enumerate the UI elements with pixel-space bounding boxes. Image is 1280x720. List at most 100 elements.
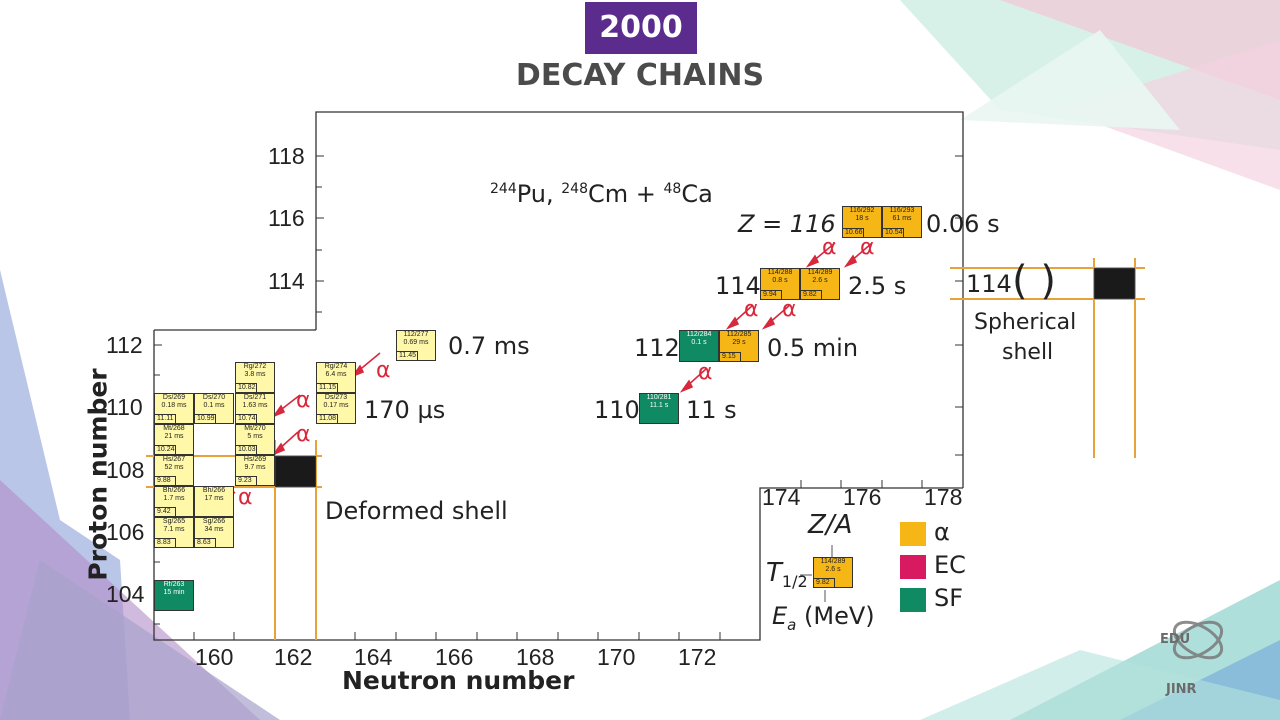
nuclide-label: 112/284 — [686, 331, 712, 338]
nuclide-label: Ds/271 — [243, 394, 267, 401]
legend-swatch-ec — [900, 555, 926, 579]
nuclide-energy: 9.82 — [801, 290, 822, 299]
nuclide-114-288: 114/288 0.8 s 9.94 — [760, 268, 800, 300]
y-tick-114: 114 — [268, 268, 305, 294]
nuclide-halflife: 6.4 ms — [325, 371, 347, 378]
pu-mass: 244 — [490, 181, 517, 197]
nuclide-energy: 10.03 — [236, 445, 257, 454]
nuclide-halflife: 15 min — [163, 589, 185, 596]
legend-label-sf: SF — [934, 584, 964, 612]
y-tick-118: 118 — [268, 143, 305, 169]
alpha-2: α — [860, 235, 875, 260]
nuclide-halflife: 5 ms — [247, 433, 263, 440]
nuclide-label: Sg/265 — [162, 518, 186, 525]
nuclide-label: 112/285 — [726, 331, 752, 338]
nuclide-label: 112/277 — [403, 331, 429, 338]
nuclide-energy: 10.99 — [195, 414, 216, 423]
nuclide-label: 116/293 — [889, 207, 915, 214]
nuclide-112-284: 112/284 0.1 s — [679, 330, 719, 362]
nuclide-halflife: 9.7 ms — [244, 464, 266, 471]
x-tick-162: 162 — [274, 644, 313, 670]
label-z112: 112 — [634, 334, 680, 362]
alpha-8: α — [296, 422, 311, 447]
nuclide-112-277: 112/277 0.69 ms 11.45 — [396, 330, 436, 361]
nuclide-107-266b: Bh/266 17 ms — [194, 486, 234, 517]
legend-sample-cell: 114/289 2.6 s 9.82 — [813, 557, 853, 588]
pu-symbol: Pu, — [516, 180, 562, 208]
nuclide-energy: 10.74 — [236, 414, 257, 423]
legend-swatch-alpha — [900, 522, 926, 546]
nuclide-halflife: 0.8 s — [772, 277, 788, 284]
nuclide-112-285: 112/285 29 s 9.15 — [719, 330, 759, 362]
nuclide-energy: 11.15 — [317, 383, 338, 392]
nuclide-label: 114/289 — [820, 558, 846, 565]
y-tick-110: 110 — [106, 394, 143, 420]
nuclide-111-274: Rg/274 6.4 ms 11.15 — [316, 362, 356, 393]
cm-mass: 248 — [561, 181, 588, 197]
x-tick-176: 176 — [843, 484, 882, 510]
nuclide-104-263: Rf/263 15 min — [154, 580, 194, 611]
nuclide-label: Hs/267 — [162, 456, 186, 463]
nuclide-halflife: 0.1 ms — [203, 402, 225, 409]
nuclide-106-265: Sg/265 7.1 ms 8.83 — [154, 517, 194, 548]
nuclide-label: 116/292 — [849, 207, 875, 214]
ca-symbol: Ca — [681, 180, 713, 208]
y-tick-108: 108 — [106, 457, 145, 483]
spherical-label-2: shell — [1002, 340, 1054, 365]
deformed-shell-label: Deformed shell — [325, 497, 508, 525]
nuclide-halflife: 0.18 ms — [161, 402, 187, 409]
nuclide-110-273: Ds/273 0.17 ms 11.08 — [316, 393, 356, 424]
alpha-4: α — [782, 297, 797, 322]
nuclide-116-293: 116/293 61 ms 10.54 — [882, 206, 922, 238]
doubly-magic-spherical-114-184 — [1094, 268, 1135, 299]
nuclide-label: 114/289 — [807, 269, 833, 276]
x-tick-166: 166 — [435, 644, 474, 670]
nuclide-energy: 10.66 — [843, 228, 864, 237]
nuclide-energy: 9.23 — [236, 476, 257, 485]
nuclide-label: Ds/269 — [162, 394, 186, 401]
y-tick-112: 112 — [106, 332, 143, 358]
cm-symbol: Cm + — [588, 180, 664, 208]
nuclide-energy: 11.08 — [317, 414, 338, 423]
nuclide-halflife: 7.1 ms — [163, 526, 185, 533]
nuclide-label: Mt/268 — [163, 425, 185, 432]
spherical-paren: ( ) — [1012, 258, 1056, 304]
legend-za: Z/A — [808, 510, 853, 540]
legend-e-unit: (MeV) — [796, 602, 875, 630]
alpha-7: α — [296, 388, 311, 413]
nuclide-energy: 9.42 — [155, 507, 176, 516]
nuclide-110-281: 110/281 11.1 s — [639, 393, 679, 424]
nuclide-halflife: 52 ms — [164, 464, 184, 471]
nuclide-halflife: 18 s — [855, 215, 869, 222]
y-tick-106: 106 — [106, 519, 145, 545]
spherical-z-label: 114 — [966, 270, 1012, 298]
nuclide-label: 110/281 — [646, 394, 672, 401]
x-tick-172: 172 — [678, 644, 717, 670]
page-title: DECAY CHAINS — [515, 58, 765, 93]
nuclide-energy: 9.82 — [814, 578, 835, 587]
nuclide-label: Bh/266 — [202, 487, 226, 494]
legend-ea: Ea (MeV) — [772, 602, 875, 634]
nuclide-energy: 9.94 — [761, 290, 782, 299]
nuclide-energy: 11.45 — [397, 351, 418, 360]
nuclide-label: Rg/272 — [243, 363, 267, 370]
legend-t: T — [766, 558, 782, 588]
ca-mass: 48 — [663, 181, 682, 197]
x-tick-174: 174 — [762, 484, 801, 510]
nuclide-label: Bh/266 — [162, 487, 186, 494]
legend-t-sub: 1/2 — [781, 572, 808, 592]
alpha-5: α — [698, 360, 713, 385]
y-tick-116: 116 — [268, 205, 305, 231]
nuclide-108-269: Hs/269 9.7 ms 9.23 — [235, 455, 275, 486]
nuclide-label: Rg/274 — [324, 363, 348, 370]
nuclide-label: Sg/266 — [202, 518, 226, 525]
legend-thalf: T1/2 — [766, 558, 808, 591]
nuclide-energy: 10.54 — [883, 228, 904, 237]
legend-swatch-sf — [900, 588, 926, 612]
nuclide-label: Ds/270 — [202, 394, 226, 401]
x-tick-160: 160 — [195, 644, 234, 670]
nuclide-halflife: 0.69 ms — [403, 339, 429, 346]
nuclide-109-268: Mt/268 21 ms 10.24 — [154, 424, 194, 455]
legend-label-ec: EC — [934, 551, 966, 579]
